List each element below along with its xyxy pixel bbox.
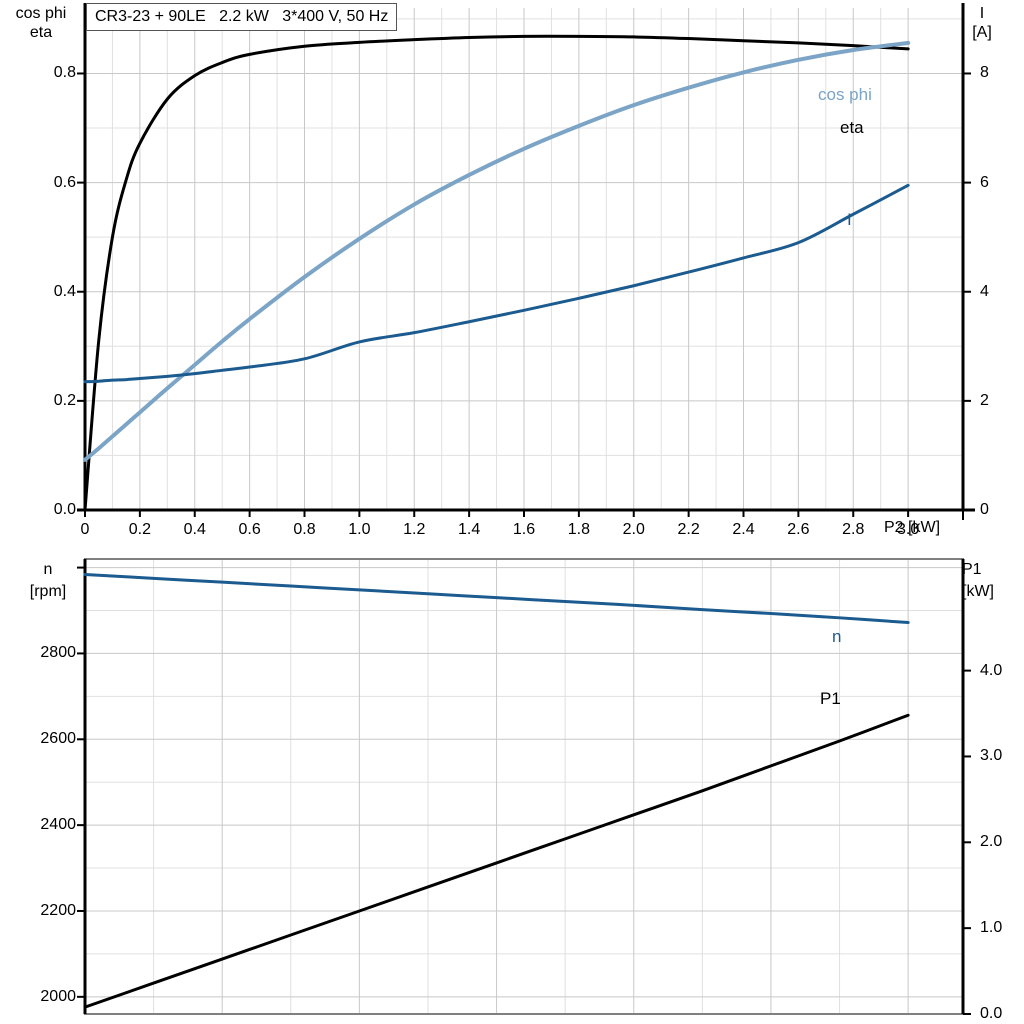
curve-label-cos-phi: cos phi (818, 85, 872, 104)
upper-x-tick-8: 1.6 (512, 521, 536, 538)
upper-x-tick-15: 3.0 (897, 521, 920, 538)
upper-y-right-tick-2: 4 (980, 282, 989, 300)
upper-y-left-tick-1: 0.2 (53, 391, 76, 409)
upper-x-tick-3: 0.6 (238, 521, 261, 538)
lower-y-left-tick-2: 2400 (40, 816, 76, 834)
lower-left-axis-title-line2: [rpm] (29, 583, 67, 600)
curve-label-current: I (847, 210, 852, 229)
upper-y-right-tick-3: 6 (980, 173, 989, 191)
curve-label-eta: eta (840, 118, 864, 137)
upper-x-tick-10: 2.0 (622, 521, 645, 538)
upper-y-left-tick-4: 0.8 (53, 64, 76, 82)
lower-right-axis-title-line1: P1 (962, 561, 982, 578)
lower-y-right-tick-2: 2.0 (980, 833, 1003, 851)
upper-left-axis-title-line1: cos phi (15, 5, 67, 22)
upper-y-left-tick-0: 0.0 (53, 501, 76, 518)
lower-y-right-tick-3: 3.0 (980, 747, 1003, 765)
upper-x-tick-5: 1.0 (348, 521, 371, 538)
chart-title-box: CR3-23 + 90LE 2.2 kW 3*400 V, 50 Hz (86, 3, 398, 31)
upper-x-tick-1: 0.2 (128, 521, 151, 538)
lower-y-left-tick-3: 2600 (40, 730, 76, 748)
lower-y-left-tick-0: 2000 (40, 987, 76, 1005)
lower-y-left-tick-1: 2200 (40, 901, 76, 919)
upper-y-right-tick-1: 2 (980, 391, 989, 409)
upper-x-tick-9: 1.8 (567, 521, 590, 538)
upper-right-axis-title-line1: I (979, 5, 985, 22)
upper-left-axis-title-line2: eta (29, 24, 53, 41)
upper-x-tick-2: 0.4 (183, 521, 206, 538)
page-title: CR3-23 + 90LE 2.2 kW 3*400 V, 50 Hz (95, 8, 389, 25)
lower-y-right-tick-1: 1.0 (980, 919, 1003, 937)
upper-x-tick-12: 2.4 (732, 521, 755, 538)
lower-y-right-tick-4: 4.0 (980, 661, 1003, 679)
upper-y-left-tick-3: 0.6 (53, 173, 76, 191)
upper-x-axis-title: P2 [kW] (884, 519, 941, 536)
upper-x-tick-11: 2.2 (677, 521, 700, 538)
lower-right-axis-title-line2: [kW] (962, 583, 994, 600)
upper-x-tick-14: 2.8 (842, 521, 865, 538)
upper-plot (77, 3, 975, 520)
upper-x-tick-7: 1.4 (458, 521, 481, 538)
lower-y-right-tick-0: 0.0 (980, 1005, 1003, 1022)
upper-right-axis-title-line2: [A] (972, 24, 992, 41)
lower-plot (77, 558, 971, 1015)
upper-y-right-tick-4: 8 (980, 64, 989, 82)
lower-y-left-tick-4: 2800 (40, 644, 76, 662)
upper-x-tick-4: 0.8 (293, 521, 316, 538)
lower-left-axis-title-line1: n (43, 561, 53, 578)
upper-y-left-tick-2: 0.4 (53, 282, 76, 300)
upper-x-tick-6: 1.2 (403, 521, 426, 538)
curve-label-speed: n (832, 627, 842, 646)
upper-x-tick-0: 0 (80, 521, 90, 538)
upper-y-right-tick-0: 0 (980, 501, 989, 518)
upper-x-tick-13: 2.6 (787, 521, 810, 538)
curve-label-p1: P1 (820, 689, 841, 708)
